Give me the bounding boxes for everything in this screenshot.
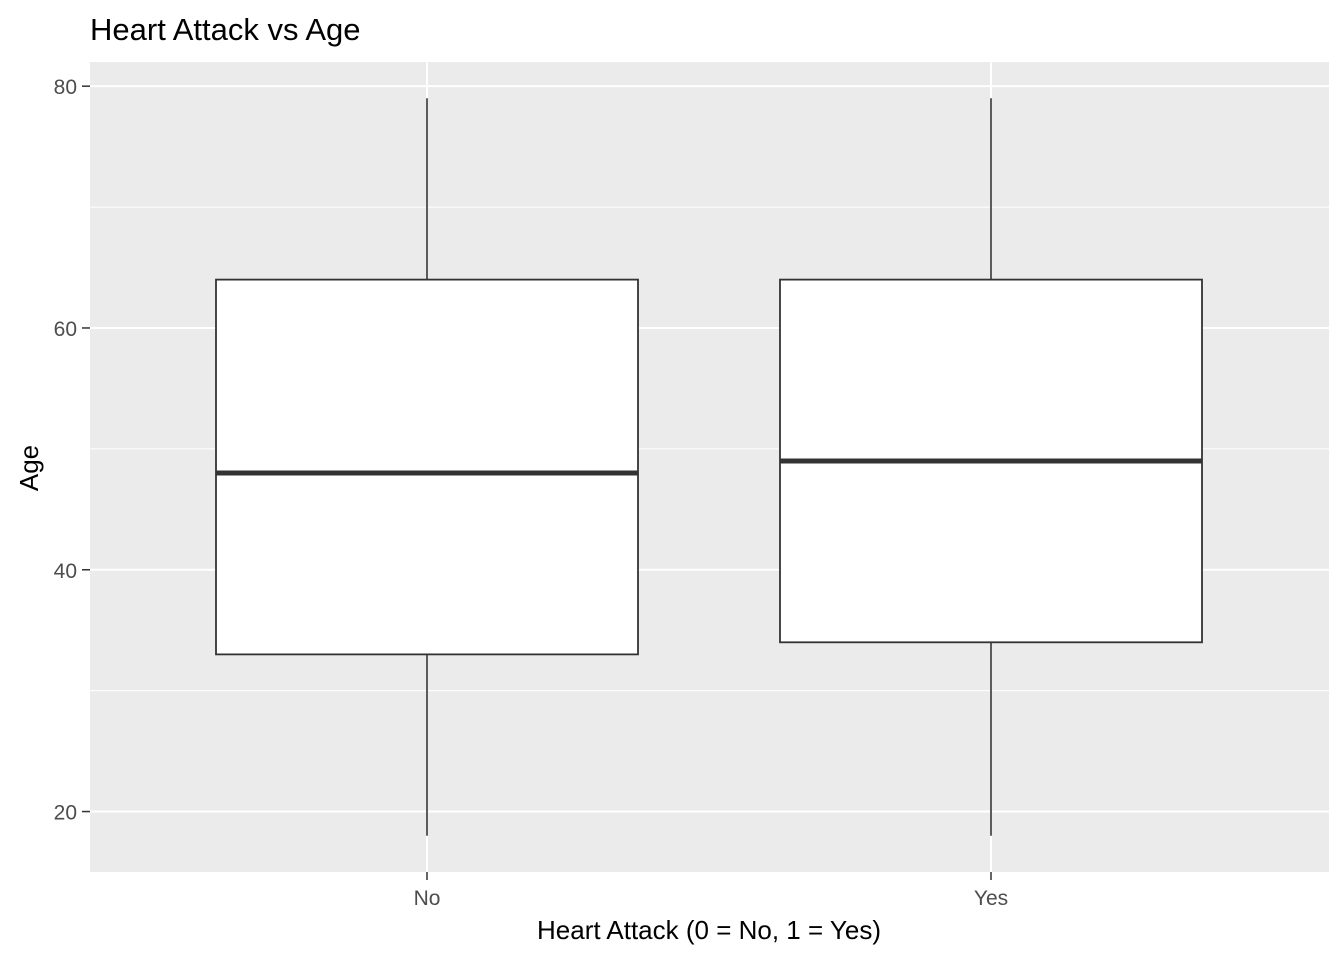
y-tick-label: 20 — [54, 802, 77, 825]
x-tick-label-yes: Yes — [974, 887, 1008, 910]
x-axis-title: Heart Attack (0 = No, 1 = Yes) — [537, 915, 881, 945]
y-axis: 20 40 60 80 — [54, 76, 90, 825]
y-tick-label: 80 — [54, 76, 77, 99]
y-tick-label: 60 — [54, 318, 77, 341]
x-tick-label-no: No — [414, 887, 441, 910]
chart-title: Heart Attack vs Age — [90, 12, 361, 47]
interquartile-box — [215, 278, 639, 656]
box-yes — [779, 98, 1203, 836]
y-tick-label: 40 — [54, 560, 77, 583]
y-axis-title: Age — [14, 445, 44, 491]
box-no — [215, 98, 639, 836]
boxes — [215, 98, 1203, 836]
x-axis: No Yes — [414, 872, 1008, 910]
